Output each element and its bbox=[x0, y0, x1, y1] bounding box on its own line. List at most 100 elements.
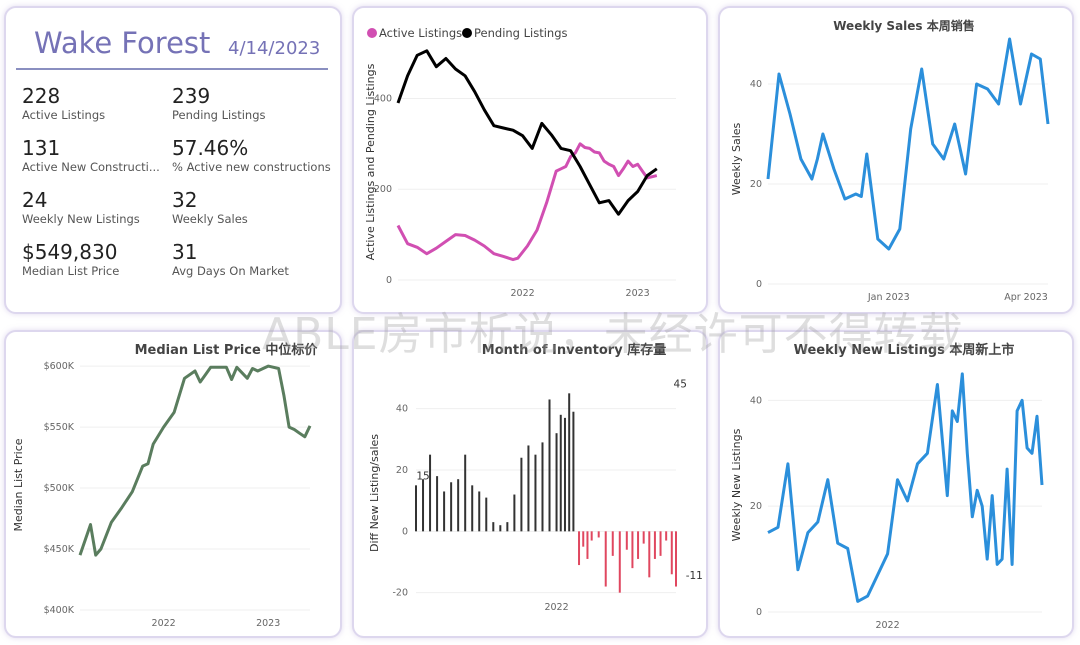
kpi-value: 228 bbox=[22, 84, 61, 108]
kpi-label: Active New Constructi... bbox=[22, 160, 160, 174]
median-list-price-chart: Median List Price 中位标价 $400K $450K $500K $55… bbox=[12, 342, 319, 629]
y-tick-label: $500K bbox=[44, 483, 75, 494]
title-divider bbox=[16, 68, 328, 70]
bar bbox=[559, 414, 562, 532]
bar bbox=[659, 531, 662, 556]
bar bbox=[548, 399, 551, 532]
y-tick-label: 40 bbox=[750, 395, 762, 406]
bar bbox=[429, 454, 432, 532]
y-tick-label: 0 bbox=[756, 607, 762, 618]
bar bbox=[670, 531, 673, 575]
bar bbox=[478, 491, 481, 532]
x-tick-label: 2022 bbox=[152, 618, 176, 629]
active-pending-chart: 0 200 400 2022 2023 Active Listings and Pendi… bbox=[364, 26, 676, 299]
bar bbox=[485, 497, 488, 532]
bar bbox=[541, 442, 544, 532]
kpi-weekly-new-listings: 24 Weekly New Listings bbox=[22, 188, 140, 226]
bar bbox=[563, 417, 566, 532]
y-tick-label: 400 bbox=[374, 93, 392, 104]
bar bbox=[618, 531, 621, 593]
median-list-price-chart-panel: Median List Price 中位标价 $400K $450K $500K $55… bbox=[4, 330, 342, 638]
data-label: -11 bbox=[686, 570, 703, 582]
y-tick-label: 20 bbox=[396, 465, 408, 476]
x-tick-label: 2022 bbox=[544, 602, 568, 613]
bar bbox=[443, 491, 446, 532]
y-axis-label: Diff New Listing/sales bbox=[368, 434, 381, 552]
kpi-pct-new-construction: 57.46% % Active new constructions bbox=[172, 136, 331, 174]
kpi-label: Weekly Sales bbox=[172, 212, 248, 226]
y-tick-label: 0 bbox=[386, 275, 392, 286]
y-tick-label: $450K bbox=[44, 544, 75, 555]
legend-label-pending: Pending Listings bbox=[474, 26, 568, 40]
legend-marker-pending bbox=[462, 28, 472, 38]
bar bbox=[555, 433, 558, 532]
y-tick-label: 40 bbox=[750, 79, 762, 90]
y-tick-label: $600K bbox=[44, 361, 75, 372]
bar bbox=[457, 479, 460, 532]
chart-title: Weekly Sales 本周销售 bbox=[833, 18, 975, 33]
bar bbox=[665, 531, 668, 541]
chart-title: Weekly New Listings 本周新上市 bbox=[794, 342, 1015, 358]
data-label: 15 bbox=[416, 470, 429, 482]
kpi-value: 24 bbox=[22, 188, 48, 212]
kpi-label: Pending Listings bbox=[172, 108, 266, 122]
active-pending-chart-panel: 0 200 400 2022 2023 Active Listings and Pendi… bbox=[352, 6, 708, 314]
legend-marker-active bbox=[367, 28, 377, 38]
y-axis-label: Median List Price bbox=[12, 438, 25, 531]
bar bbox=[675, 531, 677, 587]
y-tick-label: 20 bbox=[750, 501, 762, 512]
y-tick-label: 20 bbox=[750, 179, 762, 190]
bar bbox=[506, 522, 509, 532]
bar bbox=[572, 411, 575, 532]
bar bbox=[450, 482, 453, 532]
x-tick-label: 2023 bbox=[626, 288, 650, 299]
bar bbox=[582, 531, 585, 547]
y-tick-label: -20 bbox=[392, 588, 408, 599]
month-of-inventory-chart: Month of Inventory 库存量 -20 0 20 40 Diff New L… bbox=[368, 342, 703, 613]
bar bbox=[464, 454, 467, 532]
x-tick-label: 2023 bbox=[256, 618, 280, 629]
weekly-new-listings-chart-panel: Weekly New Listings 本周新上市0204020222023We… bbox=[718, 330, 1074, 638]
chart-title: Median List Price 中位标价 bbox=[135, 342, 319, 358]
data-label: 45 bbox=[674, 378, 687, 390]
kpi-pending-listings: 239 Pending Listings bbox=[172, 84, 266, 122]
chart-title: Month of Inventory 库存量 bbox=[482, 342, 666, 358]
series-line-weekly-sales bbox=[766, 37, 1050, 251]
kpi-value: 31 bbox=[172, 240, 198, 264]
kpi-value: 239 bbox=[172, 84, 211, 108]
kpi-avg-days-on-market: 31 Avg Days On Market bbox=[172, 240, 289, 278]
weekly-new-listings-chart: Weekly New Listings 本周新上市0204020222023We… bbox=[730, 342, 1044, 631]
kpi-value: 57.46% bbox=[172, 136, 249, 160]
bar bbox=[642, 531, 645, 544]
kpi-weekly-sales: 32 Weekly Sales bbox=[172, 188, 248, 226]
bar bbox=[597, 531, 600, 538]
kpi-label: Active Listings bbox=[22, 108, 106, 122]
kpi-value: 131 bbox=[22, 136, 61, 160]
bar bbox=[625, 531, 628, 550]
bar bbox=[586, 531, 589, 559]
bar bbox=[653, 531, 656, 559]
kpi-value: 32 bbox=[172, 188, 198, 212]
bar bbox=[568, 393, 571, 532]
series-line-pending-listings bbox=[396, 49, 658, 216]
x-tick-label: 2022 bbox=[511, 288, 535, 299]
bar bbox=[492, 522, 495, 532]
kpi-median-list-price: $549,830 Median List Price bbox=[22, 240, 119, 278]
bar bbox=[578, 531, 581, 566]
bar bbox=[436, 476, 439, 532]
weekly-sales-chart: Weekly Sales 本周销售 0 20 40 Jan 2023 Apr 2023 We… bbox=[730, 18, 1050, 303]
month-of-inventory-chart-panel: Month of Inventory 库存量 -20 0 20 40 Diff New L… bbox=[352, 330, 708, 638]
x-tick-label: Apr 2023 bbox=[1004, 292, 1048, 303]
bar bbox=[611, 531, 614, 556]
kpi-label: Median List Price bbox=[22, 264, 120, 278]
series-line-median-list-price bbox=[78, 364, 312, 557]
report-date: 4/14/2023 bbox=[228, 38, 321, 59]
series-line-active-listings bbox=[396, 142, 658, 262]
kpi-label: % Active new constructions bbox=[172, 160, 331, 174]
bar bbox=[520, 457, 523, 532]
bar bbox=[527, 445, 530, 532]
series-line-weekly-new-listings bbox=[767, 372, 1044, 603]
y-axis-label: Active Listings and Pending Listings bbox=[364, 63, 377, 260]
weekly-sales-chart-panel: Weekly Sales 本周销售 0 20 40 Jan 2023 Apr 2023 We… bbox=[718, 6, 1074, 314]
y-tick-label: 0 bbox=[756, 279, 762, 290]
